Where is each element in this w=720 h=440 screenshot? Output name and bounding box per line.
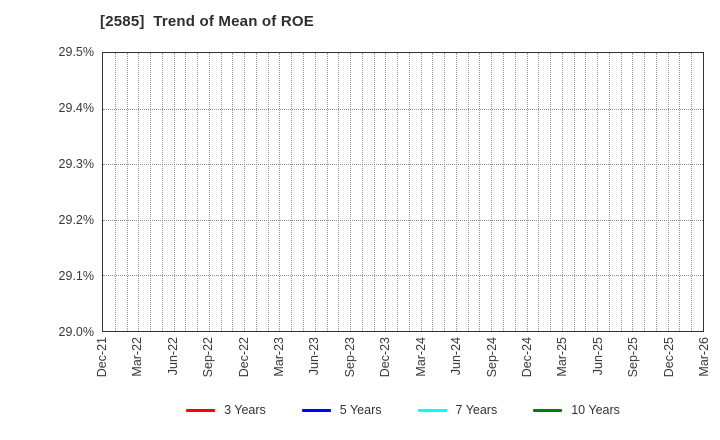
y-tick-label: 29.0% [58,325,94,339]
plot-area [102,52,704,332]
x-tick-label: Jun-25 [590,337,605,376]
x-tick-label: Mar-23 [272,337,287,377]
vertical-gridline [691,53,693,331]
vertical-gridline [644,53,646,331]
vertical-gridline [314,53,316,331]
horizontal-gridline [103,164,703,166]
vertical-gridline [208,53,210,331]
vertical-gridline [126,53,128,331]
vertical-gridline [373,53,375,331]
legend-item: 3 Years [186,403,266,418]
vertical-gridline [303,53,304,331]
legend-item: 7 Years [417,403,498,418]
x-tick-label: Dec-24 [519,337,534,378]
vertical-gridline [491,53,493,331]
vertical-gridline [173,53,175,331]
vertical-gridline [538,53,540,331]
vertical-gridline [455,53,457,331]
horizontal-gridline [103,275,703,277]
y-tick-label: 29.5% [58,45,94,59]
x-tick-label: Dec-25 [661,337,676,378]
vertical-gridline [114,53,116,331]
vertical-gridline [597,53,599,331]
x-tick-label: Dec-21 [95,337,109,378]
legend-label: 10 Years [571,403,620,417]
vertical-gridline [503,53,504,331]
vertical-gridline [197,53,199,331]
vertical-gridline [150,53,152,331]
legend-label: 7 Years [455,403,498,417]
vertical-gridline [632,53,634,331]
vertical-gridline [326,53,328,331]
x-tick-label: Mar-24 [413,337,428,377]
vertical-gridline [585,53,587,331]
vertical-gridline [185,53,187,331]
vertical-gridline [679,53,681,331]
y-tick-label: 29.3% [58,157,94,171]
legend-item: 10 Years [533,403,620,418]
x-tick-label: Jun-22 [165,337,180,376]
legend-line-swatch [417,409,447,412]
x-tick-label: Sep-23 [342,337,357,378]
vertical-gridline [291,53,293,331]
vertical-gridline [267,53,269,331]
legend: 3 Years 5 Years 7 Years 10 Years [102,403,704,418]
x-tick-label: Sep-22 [201,337,216,378]
legend-line-swatch [301,409,331,412]
horizontal-gridline [103,108,703,110]
vertical-gridline [385,53,387,331]
vertical-gridline [244,53,246,331]
x-tick-label: Jun-24 [449,337,464,376]
vertical-gridline [667,53,669,331]
x-tick-label: Sep-24 [484,337,499,378]
vertical-gridline [350,53,352,331]
legend-line-swatch [533,409,563,412]
legend-label: 3 Years [224,403,266,417]
vertical-gridline [467,53,469,331]
vertical-gridline [397,53,399,331]
y-tick-label: 29.2% [58,213,94,227]
x-tick-label: Dec-22 [236,337,251,378]
vertical-gridline [408,53,410,331]
chart-title: [2585] Trend of Mean of ROE [100,13,314,30]
legend-label: 5 Years [339,403,382,417]
vertical-gridline [432,53,434,331]
vertical-gridline [255,53,257,331]
vertical-gridline [220,53,222,331]
y-tick-label: 29.1% [58,269,94,283]
y-tick-label: 29.4% [58,101,94,115]
vertical-gridline [608,53,610,331]
x-tick-label: Mar-25 [555,337,570,377]
x-tick-label: Dec-23 [378,337,393,378]
legend-line-swatch [186,409,216,412]
vertical-gridline [573,53,575,331]
vertical-gridline [620,53,622,331]
vertical-gridline [444,53,446,331]
vertical-gridline [550,53,552,331]
horizontal-gridline [103,219,703,221]
x-tick-label: Jun-23 [307,337,322,376]
x-tick-label: Sep-25 [626,337,641,378]
vertical-gridline [514,53,516,331]
x-tick-label: Mar-26 [697,337,711,377]
vertical-gridline [338,53,340,331]
series-lines [103,53,703,331]
vertical-gridline [479,53,481,331]
vertical-gridline [526,53,528,331]
x-tick-label: Mar-22 [130,337,145,377]
vertical-gridline [232,53,234,331]
vertical-gridline [420,53,422,331]
vertical-gridline [161,53,163,331]
vertical-gridline [655,53,657,331]
vertical-gridline [279,53,281,331]
vertical-gridline [138,53,140,331]
legend-item: 5 Years [301,403,382,418]
vertical-gridline [561,53,563,331]
vertical-gridline [361,53,363,331]
